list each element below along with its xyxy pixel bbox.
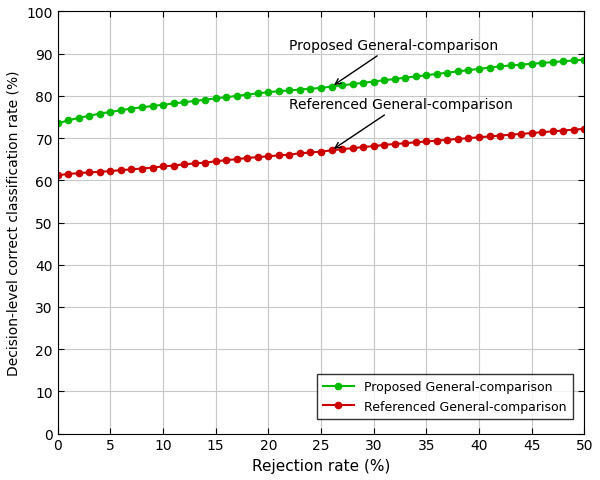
Referenced General-comparison (54, 173, 61, 179)
Referenced General-comparison (223, 158, 230, 164)
X-axis label: Rejection rate (%): Rejection rate (%) (252, 458, 390, 473)
Referenced General-comparison (212, 159, 220, 165)
Referenced General-comparison (170, 163, 177, 169)
Referenced General-comparison (401, 141, 409, 147)
Legend: Proposed General-comparison, Referenced General-comparison: Proposed General-comparison, Referenced … (317, 374, 573, 419)
Line: Referenced General-comparison: Referenced General-comparison (55, 126, 587, 179)
Proposed General-comparison (223, 95, 230, 101)
Referenced General-comparison (570, 128, 577, 133)
Y-axis label: Decision-level correct classification rate (%): Decision-level correct classification ra… (7, 71, 21, 375)
Proposed General-comparison (570, 59, 577, 64)
Text: Proposed General-comparison: Proposed General-comparison (289, 38, 499, 85)
Proposed General-comparison (54, 121, 61, 127)
Text: Referenced General-comparison: Referenced General-comparison (289, 97, 514, 149)
Proposed General-comparison (212, 96, 220, 102)
Proposed General-comparison (433, 72, 440, 78)
Referenced General-comparison (581, 127, 588, 132)
Proposed General-comparison (170, 101, 177, 107)
Proposed General-comparison (401, 76, 409, 82)
Line: Proposed General-comparison: Proposed General-comparison (55, 57, 587, 127)
Referenced General-comparison (433, 138, 440, 144)
Proposed General-comparison (581, 58, 588, 63)
